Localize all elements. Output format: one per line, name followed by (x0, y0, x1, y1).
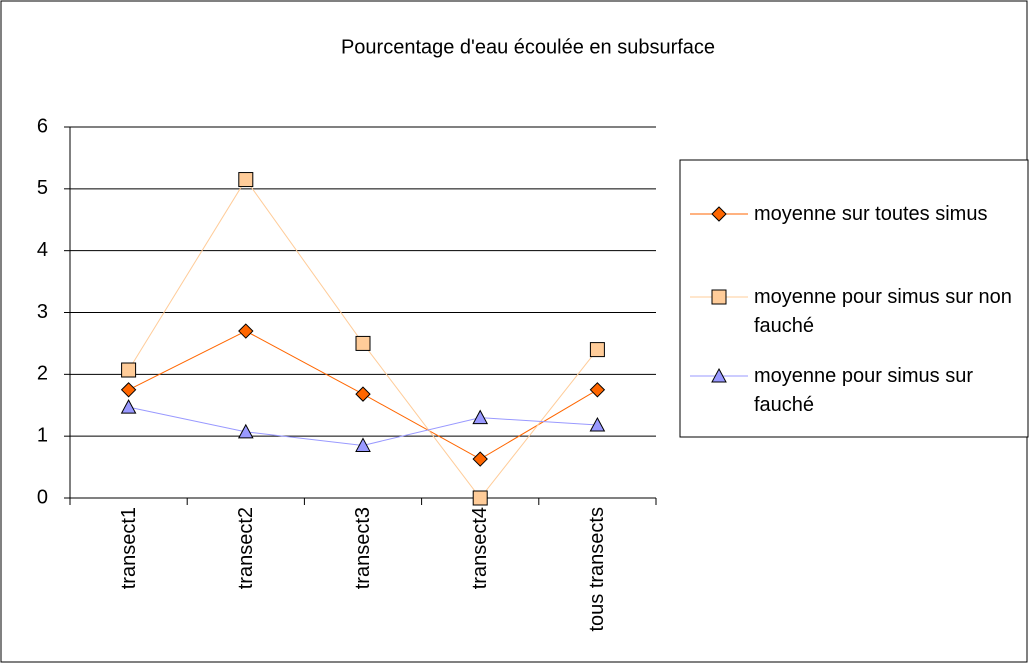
marker (120, 399, 137, 414)
marker (589, 416, 606, 432)
chart-title: Pourcentage d'eau écoulée en subsurface (341, 36, 715, 58)
legend-label: moyenne sur toutes simus (754, 203, 988, 225)
y-tick-label: 5 (37, 177, 48, 199)
marker (238, 172, 254, 188)
y-tick-label: 3 (37, 301, 48, 323)
marker (472, 490, 488, 506)
legend-label: moyenne pour simus sur non fauché (754, 286, 1012, 337)
legend-box (679, 159, 1029, 438)
marker (472, 451, 488, 467)
x-tick-label: transect1 (117, 507, 140, 590)
marker (589, 382, 606, 398)
x-tick-label: transect2 (234, 507, 257, 590)
marker (121, 362, 137, 378)
marker (472, 409, 489, 425)
legend-marker (711, 289, 727, 305)
y-tick-label: 2 (37, 363, 48, 385)
y-tick-label: 1 (37, 424, 48, 446)
marker (237, 423, 254, 439)
x-tick-label: transect3 (352, 507, 374, 590)
legend-label: moyenne pour simus sur fauché (754, 365, 973, 416)
y-tick-label: 6 (37, 115, 48, 137)
x-tick-label: tous transects (586, 507, 609, 632)
marker (355, 335, 371, 351)
x-tick-label: transect4 (469, 507, 492, 590)
legend-marker (711, 206, 727, 222)
marker (355, 437, 371, 452)
marker (589, 342, 605, 358)
y-tick-label: 0 (37, 486, 48, 508)
marker (355, 386, 371, 402)
marker (238, 323, 254, 339)
y-tick-label: 4 (37, 239, 48, 261)
marker (120, 382, 137, 398)
legend-marker (711, 367, 727, 383)
